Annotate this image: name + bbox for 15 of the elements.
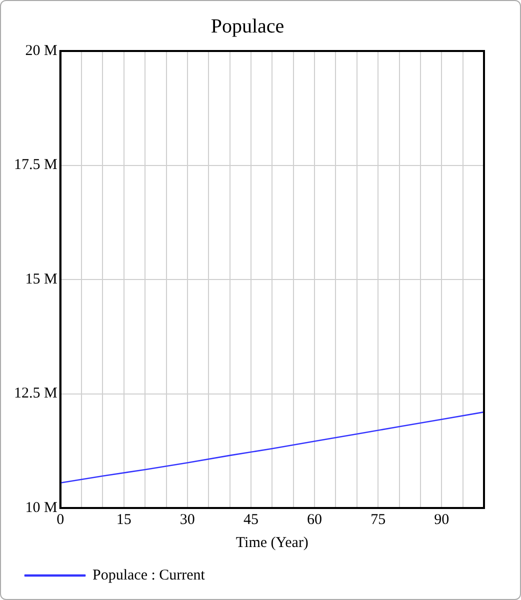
chart-title: Populace xyxy=(210,15,284,38)
y-tick-label: 15 M xyxy=(25,271,58,288)
x-tick-label: 60 xyxy=(307,512,322,528)
y-tick-label: 12.5 M xyxy=(14,386,58,402)
x-tick-label: 0 xyxy=(56,512,64,528)
y-tick-label: 20 M xyxy=(25,42,58,59)
x-axis-title: Time (Year) xyxy=(236,534,308,551)
x-tick-label: 75 xyxy=(370,512,386,528)
legend-label: Populace : Current xyxy=(92,567,206,584)
x-tick-label: 15 xyxy=(116,512,132,528)
x-tick-label: 45 xyxy=(243,512,258,528)
y-tick-label: 17.5 M xyxy=(14,157,58,174)
x-tick-label: 30 xyxy=(180,512,195,528)
x-tick-label: 90 xyxy=(434,512,450,528)
y-tick-label: 10 M xyxy=(25,500,58,516)
